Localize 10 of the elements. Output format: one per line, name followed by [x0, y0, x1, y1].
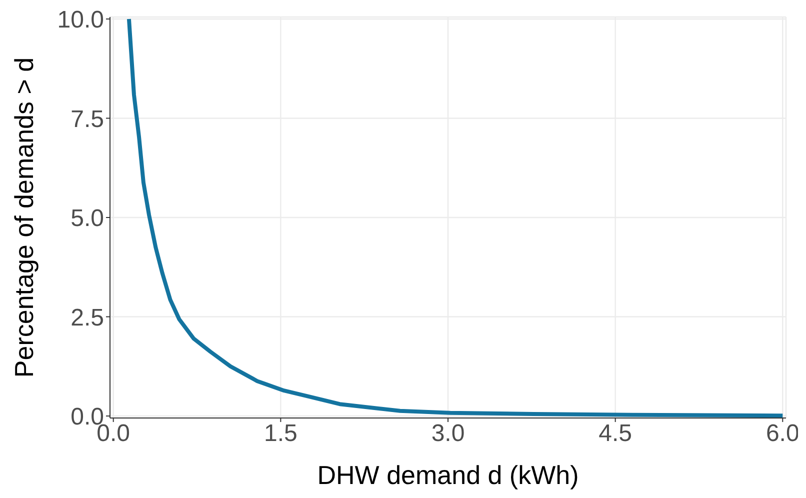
y-tick-label: 5.0 — [70, 205, 104, 232]
x-tick-label: 6.0 — [766, 420, 800, 448]
y-tick-label: 7.5 — [70, 106, 104, 133]
y-tick-label: 10.0 — [57, 6, 104, 34]
y-axis-title: Percentage of demands > d — [9, 57, 39, 378]
x-tick-label: 3.0 — [431, 420, 465, 448]
x-axis-title: DHW demand d (kWh) — [317, 460, 579, 490]
x-tick-label: 4.5 — [598, 420, 632, 448]
y-tick-label: 2.5 — [70, 304, 104, 332]
x-tick-label: 1.5 — [264, 420, 298, 448]
